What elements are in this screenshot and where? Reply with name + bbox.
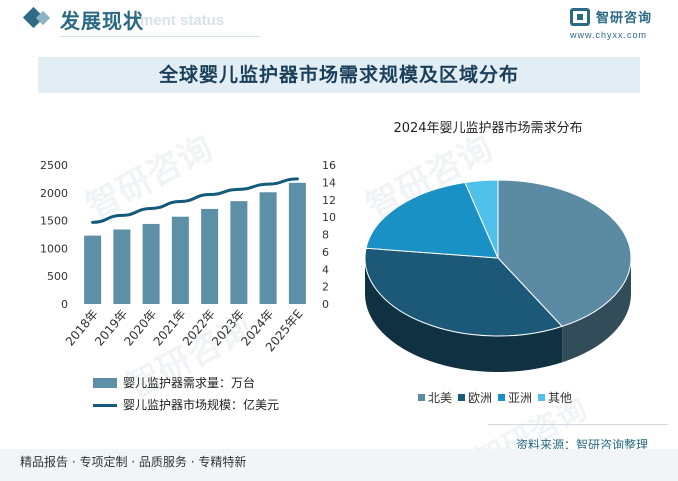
pie-chart-legend: 北美 欧洲 亚洲 其他 — [418, 389, 578, 406]
source-divider — [488, 424, 668, 425]
logo-icon — [570, 8, 590, 26]
y2-tick-label: 8 — [322, 229, 329, 242]
pie-title: 2024年婴儿监护器市场需求分布 — [393, 120, 582, 136]
line-point — [150, 207, 152, 209]
pie-legend-label: 欧洲 — [468, 391, 493, 405]
bar — [230, 201, 248, 304]
y2-tick-label: 4 — [322, 263, 329, 276]
bar — [113, 229, 131, 304]
pie-slice — [464, 179, 499, 259]
y-tick-label: 2000 — [40, 187, 68, 200]
pie-legend-label: 亚洲 — [508, 391, 533, 405]
source-note: 资料来源：智研咨询整理 — [516, 438, 649, 452]
legend-bar-label: 婴儿监护器需求量：万台 — [123, 376, 256, 390]
pie-slice — [365, 181, 499, 259]
pie-slice — [364, 247, 563, 337]
y-tick-label: 1000 — [40, 242, 68, 255]
pie-legend-label: 北美 — [428, 391, 453, 405]
y2-tick-label: 12 — [322, 194, 336, 207]
legend-line-swatch — [93, 404, 117, 407]
brand-logo: 智研咨询 www.chyxx.com — [568, 6, 668, 40]
pie-legend-swatch — [538, 394, 546, 401]
legend-line-label: 婴儿监护器市场规模：亿美元 — [123, 398, 280, 412]
y-tick-label: 1500 — [40, 215, 68, 228]
y-tick-label: 500 — [47, 270, 68, 283]
pie-legend-item: 北美 — [418, 389, 452, 406]
y2-tick-label: 16 — [322, 159, 336, 172]
bar — [259, 192, 277, 304]
line-point — [209, 194, 211, 196]
section-ghost-text: ment status — [140, 12, 225, 29]
pie-legend-swatch — [498, 394, 506, 401]
pie-slice-side — [365, 258, 563, 373]
bar — [201, 208, 219, 304]
bar — [84, 235, 102, 304]
bar — [171, 216, 189, 304]
footer-text: 精品报告 · 专项定制 · 品质服务 · 专精特新 — [20, 455, 247, 469]
header-divider — [60, 36, 260, 37]
logo-url: www.chyxx.com — [570, 30, 648, 40]
section-title: 发展现状 — [60, 9, 144, 33]
pie-legend-item: 亚洲 — [498, 389, 532, 406]
y2-tick-label: 0 — [322, 298, 329, 311]
line-point — [238, 188, 240, 190]
pie-legend-item: 欧洲 — [458, 389, 492, 406]
pie-legend-label: 其他 — [548, 391, 573, 405]
pie-legend-swatch — [458, 394, 466, 401]
pie-chart: 2024年婴儿监护器市场需求分布 — [364, 120, 632, 373]
y-tick-label: 0 — [61, 298, 68, 311]
line-point — [267, 183, 269, 185]
title-banner: 全球婴儿监护器市场需求规模及区域分布 — [38, 57, 640, 93]
logo-name: 智研咨询 — [596, 11, 653, 26]
bar-line-chart: 0500100015002000250002468101214162018年20… — [40, 159, 336, 354]
pie-slice-side — [562, 258, 631, 363]
header: 发展现状 ment status 智研咨询 www.chyxx.com — [0, 0, 678, 40]
bar — [288, 182, 306, 304]
line-point — [92, 221, 94, 223]
y-tick-label: 2500 — [40, 159, 68, 172]
y2-tick-label: 2 — [322, 281, 329, 294]
bar — [142, 223, 160, 304]
line-point — [179, 200, 181, 202]
y2-tick-label: 14 — [322, 176, 336, 189]
y2-tick-label: 6 — [322, 246, 329, 259]
line-point — [296, 178, 298, 180]
chart-main-title: 全球婴儿监护器市场需求规模及区域分布 — [158, 64, 519, 86]
line-series — [91, 177, 299, 224]
pie-legend-item: 其他 — [538, 389, 572, 406]
pie-legend-swatch — [418, 394, 425, 401]
footer-bar — [0, 449, 678, 481]
y2-tick-label: 10 — [322, 211, 336, 224]
pie-slice — [497, 179, 632, 327]
legend-bar-swatch — [93, 378, 117, 388]
line-point — [121, 214, 123, 216]
